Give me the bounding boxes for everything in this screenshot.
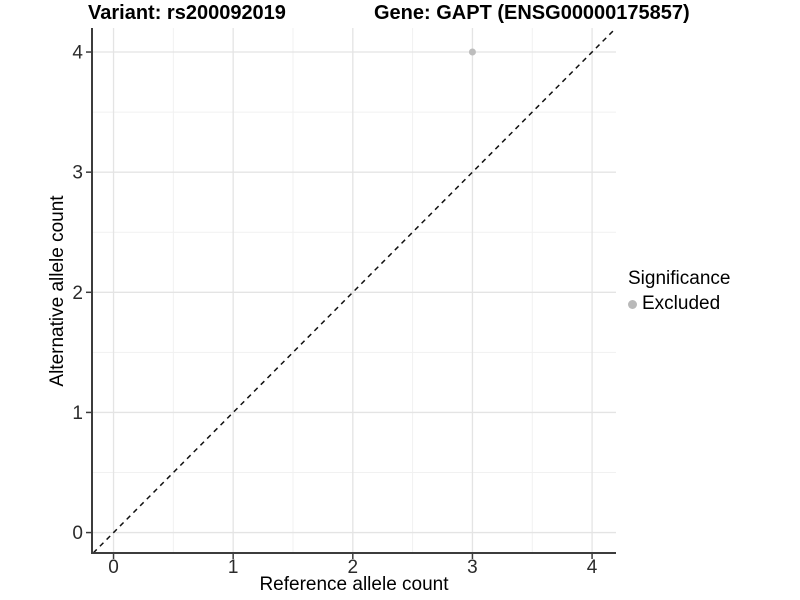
legend-item-excluded: Excluded [628,293,730,315]
x-axis-title: Reference allele count [259,574,449,595]
y-tick-label: 4 [72,43,83,64]
legend-title: Significance [628,268,731,289]
y-tick-label: 1 [72,403,83,424]
y-tick-label: 2 [72,283,83,304]
y-tick-label: 3 [72,163,83,184]
gene-title: Gene: GAPT (ENSG00000175857) [374,2,690,24]
x-tick-label: 4 [587,557,598,578]
y-axis-title: Alternative allele count [47,195,68,387]
x-tick-label: 1 [228,557,239,578]
variant-title: Variant: rs200092019 [88,2,286,24]
x-tick-label: 3 [467,557,478,578]
data-point [468,48,476,56]
y-tick-label: 0 [72,523,83,544]
identity-reference-line [92,27,617,554]
legend-point-icon [628,299,637,309]
legend: Significance Excluded [628,268,730,315]
legend-item-label: Excluded [642,293,721,314]
x-tick-label: 2 [348,557,359,578]
x-tick-label: 0 [108,557,119,578]
